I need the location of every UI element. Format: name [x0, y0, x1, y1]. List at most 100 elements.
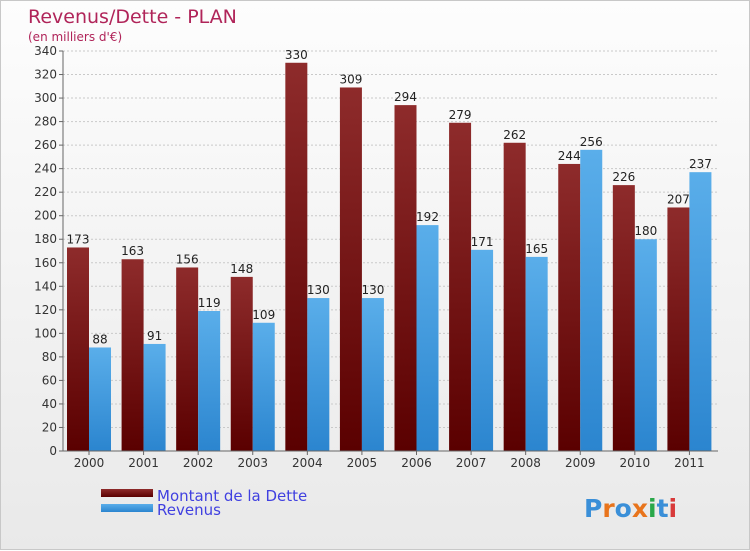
- x-tick-label: 2003: [237, 456, 268, 470]
- data-label-revenus: 237: [689, 157, 712, 171]
- x-axis-ticks: 2000 2001 2002 2003 2004 2005 2006 2007 2008 2009…: [74, 451, 705, 470]
- bar-debt-2006: [394, 105, 417, 451]
- x-tick-label: 2000: [74, 456, 105, 470]
- logo-letter: o: [615, 494, 632, 523]
- bar-revenus-2010: [634, 239, 657, 451]
- bar-revenus-2007: [471, 249, 494, 451]
- x-tick-label: 2011: [674, 456, 705, 470]
- y-tick-label: 300: [34, 91, 57, 105]
- y-tick-label: 280: [34, 115, 57, 129]
- chart-title: Revenus/Dette - PLAN: [28, 6, 237, 28]
- y-tick-label: 220: [34, 185, 57, 199]
- data-label-revenus: 165: [525, 242, 548, 256]
- y-tick-label: 260: [34, 138, 57, 152]
- data-label-debt: 262: [503, 128, 526, 142]
- logo-letter: P: [584, 494, 602, 523]
- logo-letter: x: [632, 494, 648, 523]
- data-label-revenus: 119: [198, 296, 221, 310]
- y-tick-label: 340: [34, 44, 57, 58]
- y-tick-label: 120: [34, 303, 57, 317]
- bar-revenus-2000: [89, 347, 111, 451]
- y-tick-label: 320: [34, 68, 57, 82]
- data-label-revenus: 192: [416, 210, 439, 224]
- y-tick-label: 40: [42, 397, 57, 411]
- data-label-debt: 294: [394, 90, 417, 104]
- y-tick-label: 0: [49, 444, 57, 458]
- legend-label-revenus: Revenus: [157, 501, 221, 519]
- logo-letter: i: [669, 494, 678, 523]
- bar-revenus-2002: [198, 311, 221, 451]
- bar-debt-2007: [449, 122, 472, 451]
- x-tick-label: 2007: [456, 456, 487, 470]
- data-label-revenus: 256: [580, 135, 603, 149]
- x-tick-label: 2004: [292, 456, 323, 470]
- bar-revenus-2001: [143, 343, 166, 451]
- data-labels: 173 88 163 91 156 119 148 109 330 130 309 130 294 192…: [67, 48, 712, 347]
- bars: [67, 62, 712, 452]
- data-label-debt: 207: [667, 192, 690, 206]
- bar-revenus-2003: [252, 322, 275, 451]
- data-label-revenus: 88: [92, 332, 107, 346]
- data-label-debt: 148: [230, 262, 253, 276]
- bar-revenus-2011: [689, 172, 712, 452]
- y-tick-label: 200: [34, 209, 57, 223]
- x-tick-label: 2009: [565, 456, 596, 470]
- data-label-revenus: 171: [471, 235, 494, 249]
- data-label-revenus: 109: [252, 308, 275, 322]
- y-tick-label: 20: [42, 420, 57, 434]
- data-label-revenus: 180: [634, 224, 657, 238]
- y-tick-label: 80: [42, 350, 57, 364]
- bar-revenus-2004: [307, 298, 330, 451]
- bar-debt-2005: [339, 87, 362, 452]
- data-label-revenus: 91: [147, 329, 162, 343]
- x-tick-label: 2010: [620, 456, 651, 470]
- bar-debt-2009: [558, 163, 581, 452]
- y-axis-ticks: 0 20 40 60 80 100 120 140 160 180 200 220 240 260 280 3…: [34, 44, 63, 458]
- data-label-debt: 173: [67, 232, 90, 246]
- y-tick-label: 100: [34, 326, 57, 340]
- bar-debt-2011: [667, 207, 690, 451]
- data-label-debt: 163: [121, 244, 144, 258]
- bar-debt-2004: [285, 62, 308, 451]
- chart-subtitle: (en milliers d'€): [28, 30, 122, 44]
- data-label-debt: 244: [558, 149, 581, 163]
- x-tick-label: 2002: [183, 456, 214, 470]
- logo-text: Proxiti: [584, 494, 677, 523]
- y-tick-label: 160: [34, 256, 57, 270]
- bar-debt-2000: [67, 247, 89, 451]
- x-tick-label: 2005: [347, 456, 378, 470]
- grid-lines: [63, 50, 718, 428]
- data-label-debt: 330: [285, 48, 308, 62]
- data-label-revenus: 130: [307, 283, 330, 297]
- bar-debt-2003: [230, 276, 253, 451]
- bar-debt-2010: [612, 185, 635, 451]
- y-tick-label: 180: [34, 232, 57, 246]
- bar-revenus-2005: [361, 298, 384, 451]
- legend-swatch-revenus: [101, 504, 153, 512]
- logo-letter: r: [602, 494, 615, 523]
- x-tick-label: 2001: [128, 456, 159, 470]
- legend-swatch-debt: [101, 489, 153, 497]
- bar-revenus-2009: [580, 149, 603, 451]
- legend: Montant de la Dette Revenus: [101, 487, 307, 519]
- bar-revenus-2006: [416, 225, 439, 451]
- bar-debt-2001: [121, 259, 144, 451]
- logo-letter: t: [657, 494, 669, 523]
- data-label-debt: 226: [612, 170, 635, 184]
- data-label-debt: 279: [449, 108, 472, 122]
- data-label-debt: 156: [176, 252, 199, 266]
- proxiti-logo: Proxiti: [584, 494, 677, 523]
- y-tick-label: 140: [34, 279, 57, 293]
- bar-debt-2008: [503, 142, 526, 451]
- data-label-revenus: 130: [361, 283, 384, 297]
- y-tick-label: 60: [42, 373, 57, 387]
- bar-debt-2002: [176, 267, 199, 451]
- logo-letter: i: [648, 494, 657, 523]
- x-tick-label: 2006: [401, 456, 432, 470]
- x-tick-label: 2008: [510, 456, 541, 470]
- bar-revenus-2008: [525, 256, 548, 451]
- legend-label-debt: Montant de la Dette: [157, 487, 307, 505]
- data-label-debt: 309: [339, 72, 362, 86]
